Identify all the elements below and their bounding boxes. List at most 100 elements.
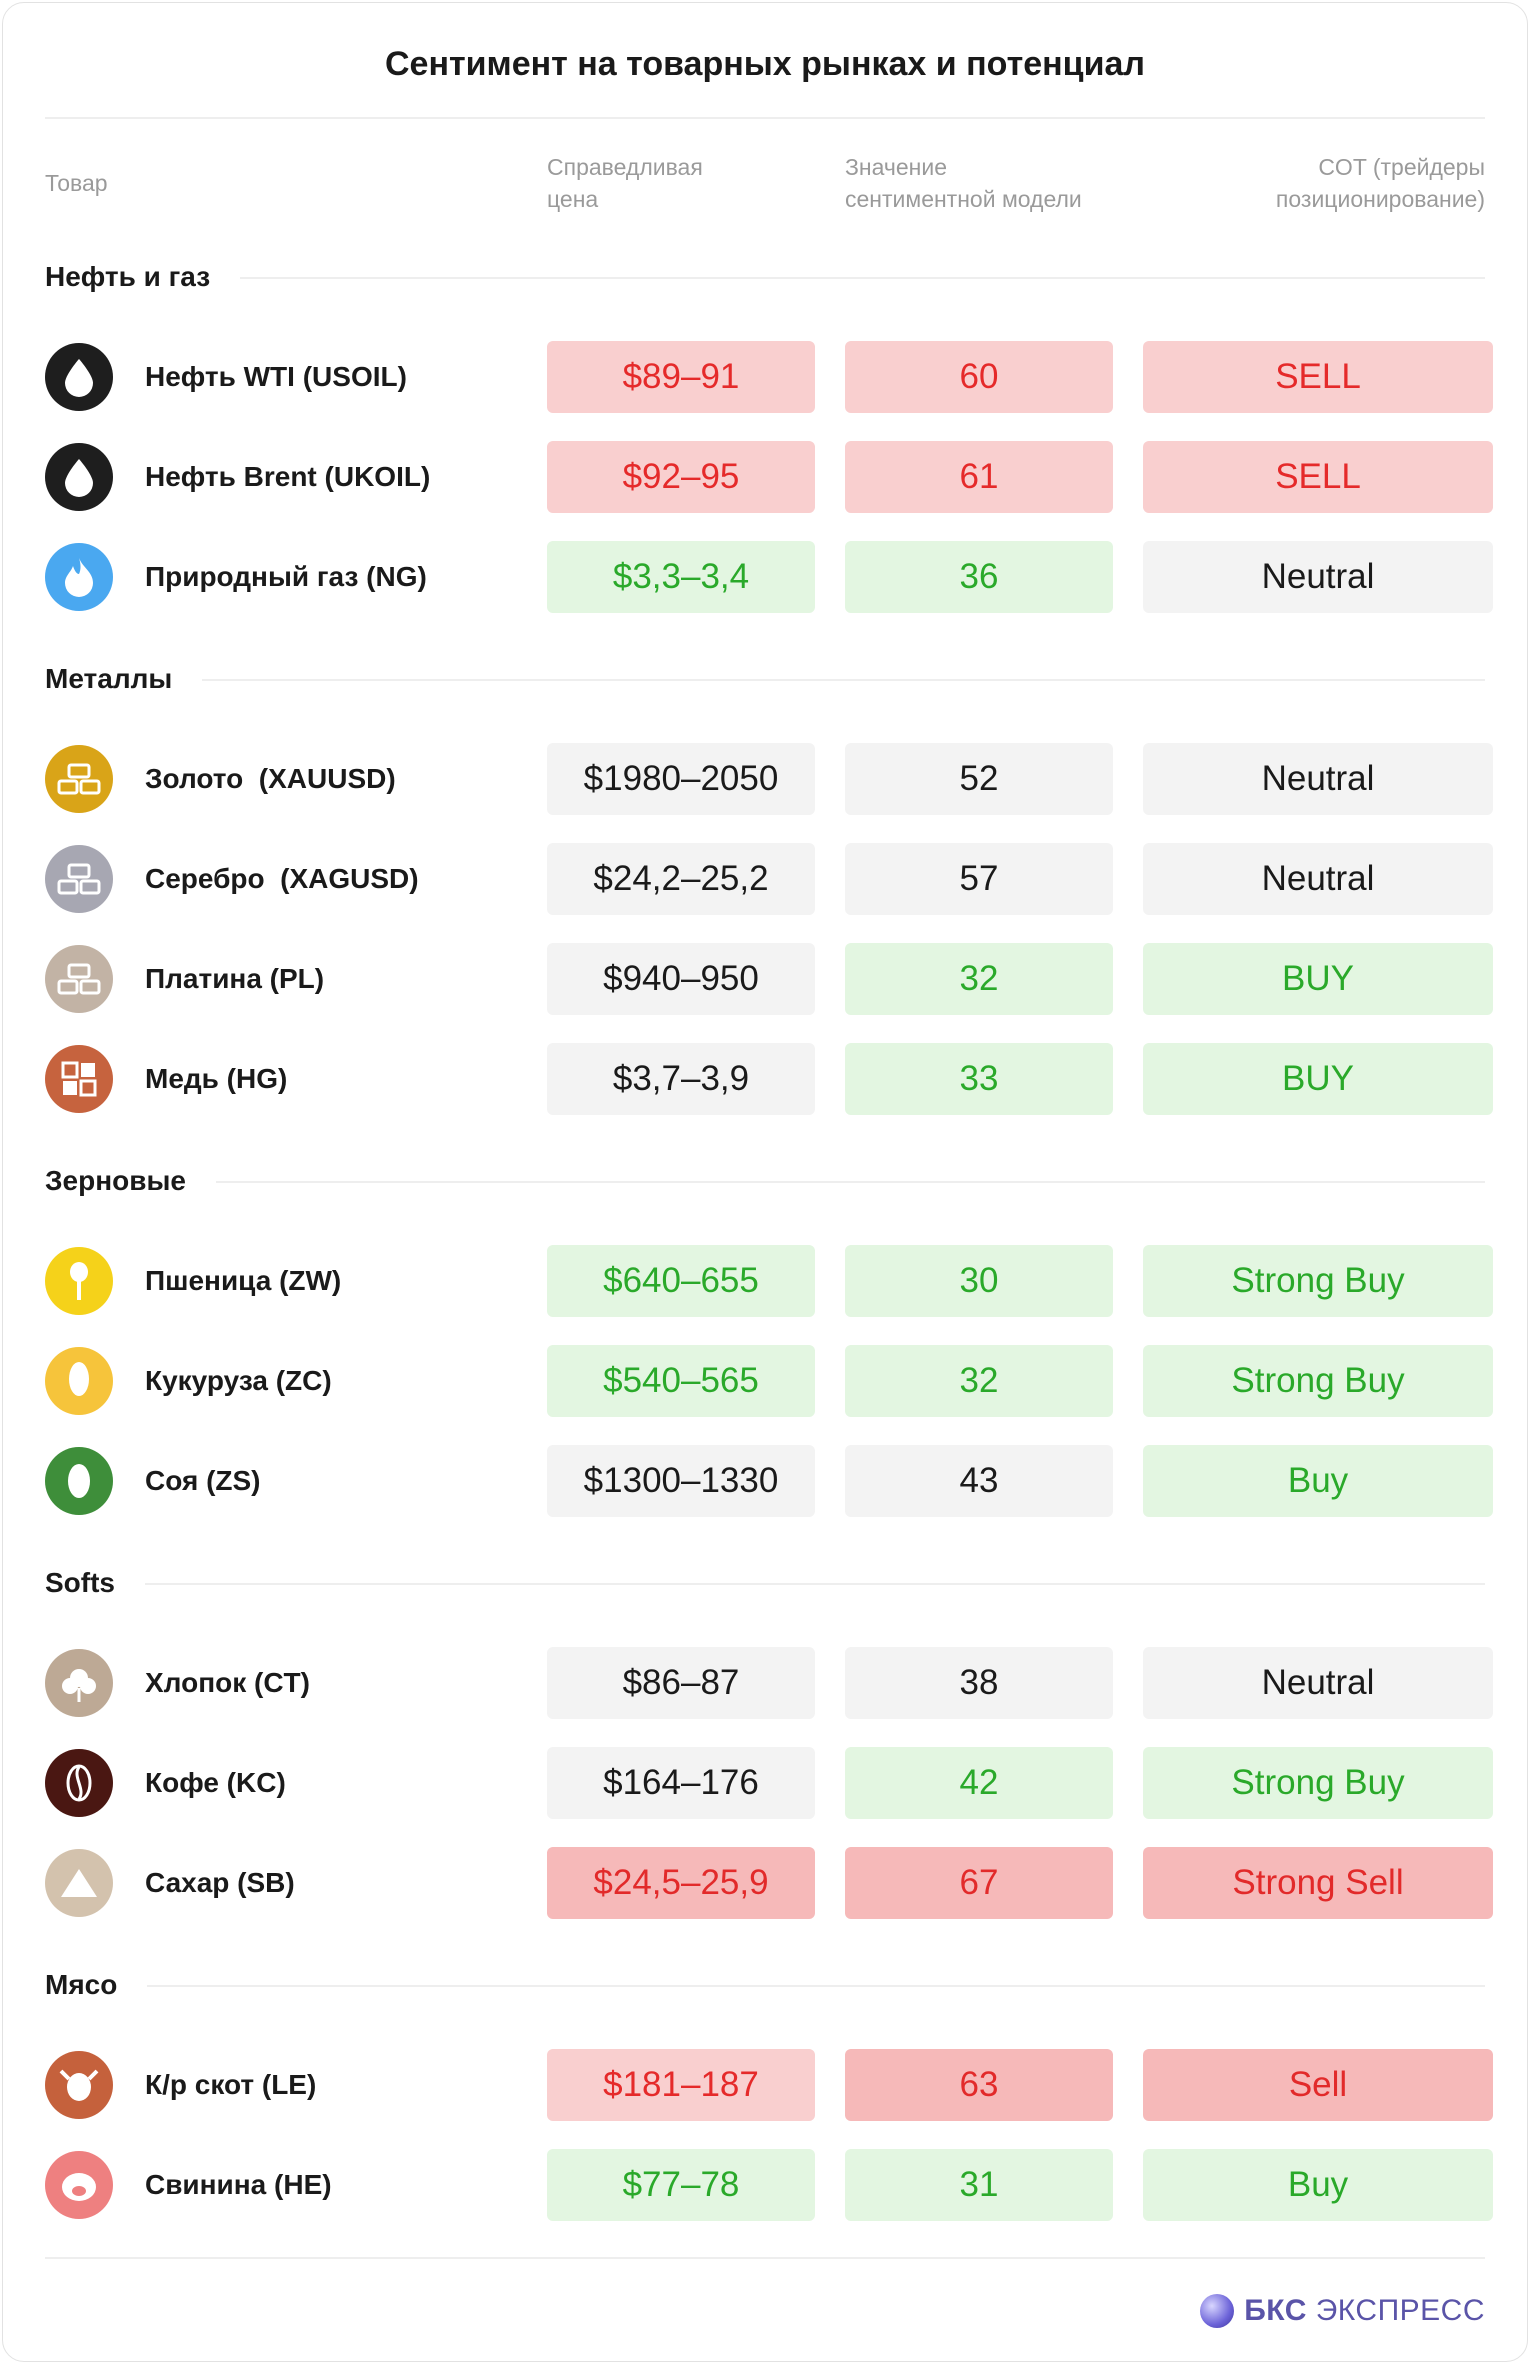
section-label: Softs [45,1563,145,1603]
section-divider [45,679,1485,681]
table-row: Сахар (SB) $24,5–25,9 67 Strong Sell [45,1847,1493,1919]
commodity-name: Хлопок (CT) [145,1667,310,1698]
cot-cell: Sell [1143,2049,1493,2121]
section-header: Зерновые [45,1161,1485,1201]
sentiment-cell: 67 [845,1847,1113,1919]
fair-price-cell: $640–655 [547,1245,815,1317]
commodity-name: Нефть WTI (USOIL) [145,361,407,392]
sentiment-cell: 57 [845,843,1113,915]
logo-text: БКС ЭКСПРЕСС [1244,2294,1485,2327]
sentiment-cell: 52 [845,743,1113,815]
cot-cell: Buy [1143,1445,1493,1517]
fair-price-cell: $92–95 [547,441,815,513]
title-divider [45,117,1485,119]
sentiment-cell: 31 [845,2149,1113,2221]
cot-cell: Buy [1143,2149,1493,2221]
cot-cell: BUY [1143,1043,1493,1115]
cot-cell: SELL [1143,341,1493,413]
bks-express-logo: БКС ЭКСПРЕСС [1200,2291,1485,2331]
sentiment-cell: 60 [845,341,1113,413]
header-fair-price: Справедливая цена [547,154,703,212]
section-divider [45,1985,1485,1987]
copper-blocks-icon [45,1045,113,1113]
fair-price-cell: $181–187 [547,2049,815,2121]
table-row: Нефть WTI (USOIL) $89–91 60 SELL [45,341,1493,413]
logo-ball-icon [1200,2294,1235,2328]
fair-price-cell: $24,5–25,9 [547,1847,815,1919]
table-row: Нефть Brent (UKOIL) $92–95 61 SELL [45,441,1493,513]
table-row: Медь (HG) $3,7–3,9 33 BUY [45,1043,1493,1115]
cot-cell: Neutral [1143,1647,1493,1719]
fair-price-cell: $3,3–3,4 [547,541,815,613]
commodity-name: Свинина (HE) [145,2169,332,2200]
commodity-name: Серебро (XAGUSD) [145,863,419,894]
section-label: Мясо [45,1965,148,2005]
fair-price-cell: $1300–1330 [547,1445,815,1517]
platinum-bars-icon [45,945,113,1013]
cot-cell: Strong Buy [1143,1345,1493,1417]
sentiment-cell: 33 [845,1043,1113,1115]
commodity-name: Сахар (SB) [145,1867,295,1898]
commodity-name: Соя (ZS) [145,1465,261,1496]
wheat-icon [45,1247,113,1315]
table-row: Платина (PL) $940–950 32 BUY [45,943,1493,1015]
cot-cell: Neutral [1143,541,1493,613]
section-label: Зерновые [45,1161,216,1201]
fair-price-cell: $86–87 [547,1647,815,1719]
sentiment-cell: 63 [845,2049,1113,2121]
silver-bars-icon [45,845,113,913]
commodity-name: Золото (XAUUSD) [145,763,396,794]
sugar-icon [45,1849,113,1917]
section-divider [45,1181,1485,1183]
cot-cell: BUY [1143,943,1493,1015]
cot-cell: Neutral [1143,843,1493,915]
fair-price-cell: $3,7–3,9 [547,1043,815,1115]
cotton-icon [45,1649,113,1717]
coffee-bean-icon [45,1749,113,1817]
table-row: Хлопок (CT) $86–87 38 Neutral [45,1647,1493,1719]
fair-price-cell: $540–565 [547,1345,815,1417]
corn-icon [45,1347,113,1415]
commodity-name: Платина (PL) [145,963,325,994]
section-divider [45,1583,1485,1585]
oil-drop-icon [45,443,113,511]
commodity-name: Кофе (KC) [145,1767,286,1798]
section-header: Softs [45,1563,1485,1603]
footer-divider [45,2257,1485,2259]
table-row: Природный газ (NG) $3,3–3,4 36 Neutral [45,541,1493,613]
cot-cell: Strong Buy [1143,1747,1493,1819]
header-cot: COT (трейдеры позиционирование) [1275,154,1485,212]
sentiment-cell: 43 [845,1445,1113,1517]
section-label: Металлы [45,659,203,699]
soybean-icon [45,1447,113,1515]
table-row: Кофе (KC) $164–176 42 Strong Buy [45,1747,1493,1819]
fair-price-cell: $940–950 [547,943,815,1015]
section-header: Мясо [45,1965,1485,2005]
table-row: Свинина (HE) $77–78 31 Buy [45,2149,1493,2221]
cot-cell: Strong Sell [1143,1847,1493,1919]
pig-icon [45,2151,113,2219]
cot-cell: Neutral [1143,743,1493,815]
cot-cell: SELL [1143,441,1493,513]
flame-icon [45,543,113,611]
fair-price-cell: $89–91 [547,341,815,413]
header-commodity: Товар [45,170,108,196]
commodity-name: Пшеница (ZW) [145,1265,342,1296]
fair-price-cell: $77–78 [547,2149,815,2221]
sentiment-cell: 36 [845,541,1113,613]
sentiment-cell: 42 [845,1747,1113,1819]
section-label: Нефть и газ [45,257,241,297]
table-row: Соя (ZS) $1300–1330 43 Buy [45,1445,1493,1517]
commodity-name: Нефть Brent (UKOIL) [145,461,431,492]
sentiment-cell: 32 [845,943,1113,1015]
cow-icon [45,2051,113,2119]
commodity-name: Кукуруза (ZC) [145,1365,332,1396]
table-row: К/р скот (LE) $181–187 63 Sell [45,2049,1493,2121]
sentiment-cell: 38 [845,1647,1113,1719]
section-divider [45,277,1485,279]
oil-drop-icon [45,343,113,411]
table-row: Кукуруза (ZC) $540–565 32 Strong Buy [45,1345,1493,1417]
header-sentiment: Значение сентиментной модели [845,154,1082,212]
sentiment-cell: 32 [845,1345,1113,1417]
